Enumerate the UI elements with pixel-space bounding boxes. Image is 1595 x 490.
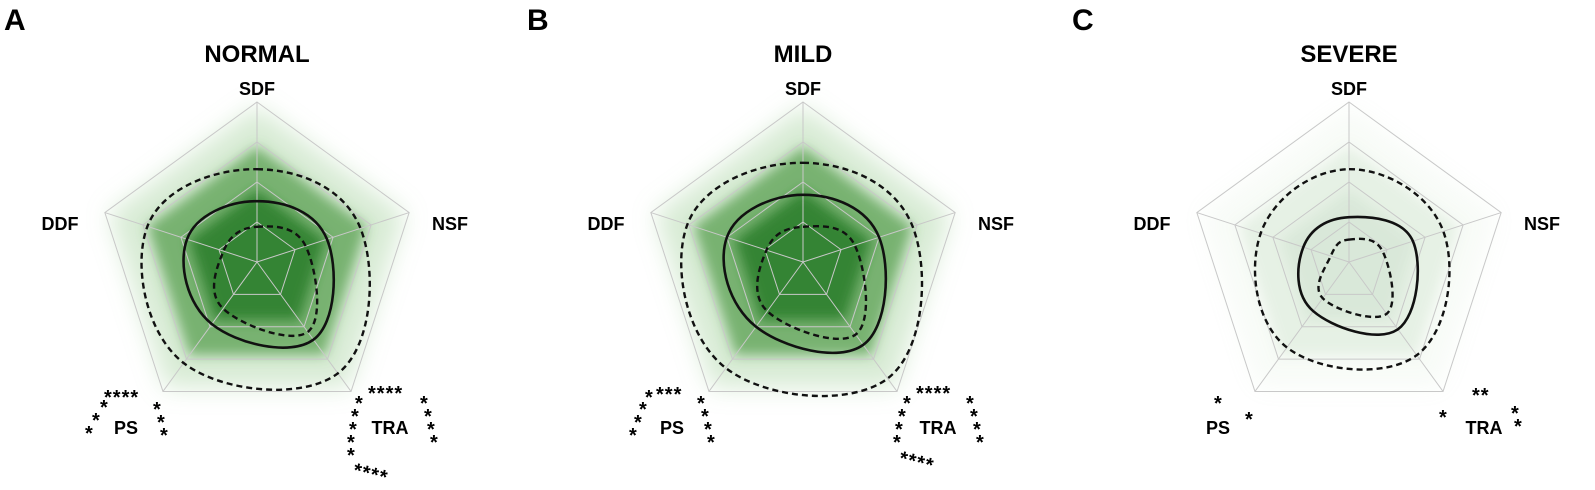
axis-label-nsf: NSF	[432, 214, 468, 234]
grid-ring	[104, 101, 410, 392]
panel-severe: C SEVERE SDF NSF TRA PS DDF * * * ** * *	[1072, 4, 1560, 438]
axis-label-ddf: DDF	[42, 214, 79, 234]
grid-spoke	[104, 212, 258, 263]
sig-star: ***	[656, 384, 682, 406]
sig-star: *	[427, 419, 435, 441]
radar-chart	[104, 101, 410, 392]
sig-star: *	[629, 425, 637, 447]
sig-star: *	[701, 406, 709, 428]
grid-spoke	[802, 261, 898, 392]
sig-star: *	[976, 432, 984, 454]
grid-spoke	[1254, 261, 1350, 392]
sig-star: *	[351, 406, 359, 428]
sig-star: *	[1439, 407, 1447, 429]
axis-label-sdf: SDF	[785, 79, 821, 99]
axis-label-ddf: DDF	[1134, 214, 1171, 234]
sig-star: ****	[104, 387, 139, 409]
sig-star: *	[895, 419, 903, 441]
panel-mild: B MILD SDF NSF TRA PS DDF * * * * *** * …	[527, 4, 1014, 477]
sig-star: *	[349, 419, 357, 441]
sig-star: **	[1472, 385, 1490, 407]
sig-star: *	[157, 412, 165, 434]
sig-star: *	[1511, 403, 1519, 425]
sig-star: *	[424, 406, 432, 428]
sig-star: *	[645, 387, 653, 409]
inner-dashed-line	[212, 225, 319, 338]
axis-label-tra: TRA	[920, 418, 957, 438]
grid-spoke	[256, 261, 352, 392]
sig-star: *	[1214, 393, 1222, 415]
sig-star: *	[1245, 409, 1253, 431]
panel-letter: B	[527, 4, 549, 37]
axis-label-nsf: NSF	[1524, 214, 1560, 234]
sig-star: *	[355, 393, 363, 415]
axis-label-nsf: NSF	[978, 214, 1014, 234]
sig-star: *	[1514, 416, 1522, 438]
sig-star: *	[92, 410, 100, 432]
panel-title: NORMAL	[204, 41, 309, 68]
inner-dashed-line	[1317, 237, 1394, 319]
grid-spoke	[256, 212, 410, 263]
sig-star: ****	[368, 383, 403, 405]
radar-chart	[650, 101, 956, 398]
sig-star: *	[160, 425, 168, 447]
sig-star: *	[347, 445, 355, 467]
grid-ring	[142, 141, 372, 360]
sig-star: *	[153, 399, 161, 421]
grid-ring	[1272, 181, 1426, 328]
median-solid-line	[1297, 215, 1420, 336]
grid-ring	[650, 101, 956, 392]
sig-star: ****	[897, 448, 936, 478]
sig-star: *	[707, 432, 715, 454]
sig-star: ****	[351, 460, 390, 490]
median-solid-line	[722, 193, 888, 355]
grid-ring	[688, 141, 918, 360]
panel-normal: A NORMAL SDF NSF TRA PS DDF * * * **** *…	[4, 4, 468, 489]
panel-letter: A	[4, 4, 26, 37]
grid-ring	[1310, 221, 1388, 295]
panel-title: SEVERE	[1300, 41, 1397, 68]
sig-star: *	[973, 419, 981, 441]
sig-star: *	[970, 406, 978, 428]
axis-label-sdf: SDF	[1331, 79, 1367, 99]
grid-spoke	[1348, 212, 1502, 263]
outer-dashed-line	[680, 161, 924, 398]
sig-star: *	[430, 432, 438, 454]
axis-label-sdf: SDF	[239, 79, 275, 99]
grid-spoke	[1348, 261, 1444, 392]
radar-chart	[1196, 101, 1502, 392]
sig-star: *	[347, 432, 355, 454]
axis-label-ps: PS	[114, 418, 138, 438]
grid-ring	[764, 221, 842, 295]
sig-star: ****	[916, 383, 951, 405]
inner-dashed-line	[756, 225, 868, 340]
grid-ring	[1196, 101, 1502, 392]
grid-spoke	[162, 261, 258, 392]
sig-star: *	[420, 393, 428, 415]
axis-label-ps: PS	[1206, 418, 1230, 438]
axis-label-tra: TRA	[1466, 418, 1503, 438]
sig-star: *	[639, 399, 647, 421]
sig-star: *	[100, 397, 108, 419]
panel-letter: C	[1072, 4, 1094, 37]
sig-star: *	[893, 432, 901, 454]
outer-dashed-line	[140, 167, 371, 391]
sig-star: *	[85, 423, 93, 445]
median-solid-line	[182, 199, 336, 349]
sig-star: *	[697, 393, 705, 415]
sig-star: *	[966, 393, 974, 415]
outer-dashed-line	[1253, 167, 1451, 371]
grid-spoke	[1196, 212, 1350, 263]
sig-star: *	[704, 419, 712, 441]
panel-title: MILD	[774, 41, 833, 68]
sig-star: *	[634, 412, 642, 434]
axis-label-ddf: DDF	[588, 214, 625, 234]
grid-ring	[1234, 141, 1464, 360]
axis-label-tra: TRA	[372, 418, 409, 438]
sig-star: *	[898, 406, 906, 428]
sig-star: *	[903, 393, 911, 415]
grid-ring	[726, 181, 880, 328]
axis-label-ps: PS	[660, 418, 684, 438]
